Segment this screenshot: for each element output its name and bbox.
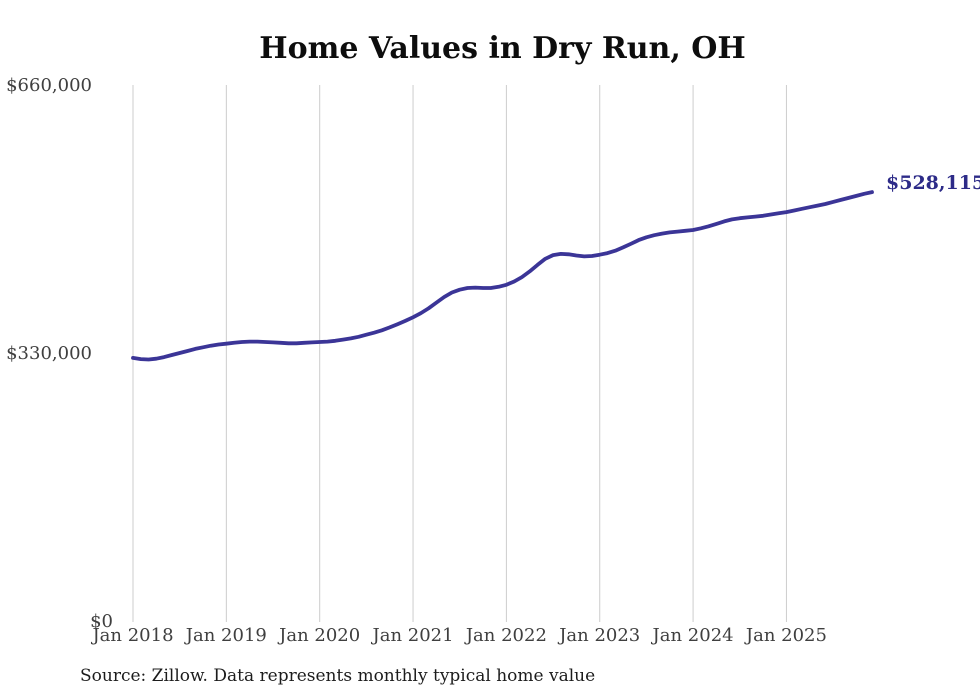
chart-title: Home Values in Dry Run, OH xyxy=(259,31,746,66)
home-value-line xyxy=(131,190,874,362)
latest-value-label: $528,115 xyxy=(886,172,980,194)
y-tick-label: $0 xyxy=(90,611,113,632)
x-tick-label: Jan 2020 xyxy=(277,625,360,646)
y-tick-label: $330,000 xyxy=(6,343,92,364)
x-tick-label: Jan 2022 xyxy=(464,625,547,646)
source-note: Source: Zillow. Data represents monthly … xyxy=(80,666,596,686)
y-tick-label: $660,000 xyxy=(6,75,92,96)
x-tick-label: Jan 2025 xyxy=(744,625,827,646)
x-tick-label: Jan 2019 xyxy=(184,625,267,646)
x-tick-label: Jan 2023 xyxy=(557,625,640,646)
x-tick-label: Jan 2021 xyxy=(371,625,454,646)
x-tick-label: Jan 2018 xyxy=(90,625,173,646)
x-tick-label: Jan 2024 xyxy=(651,625,734,646)
